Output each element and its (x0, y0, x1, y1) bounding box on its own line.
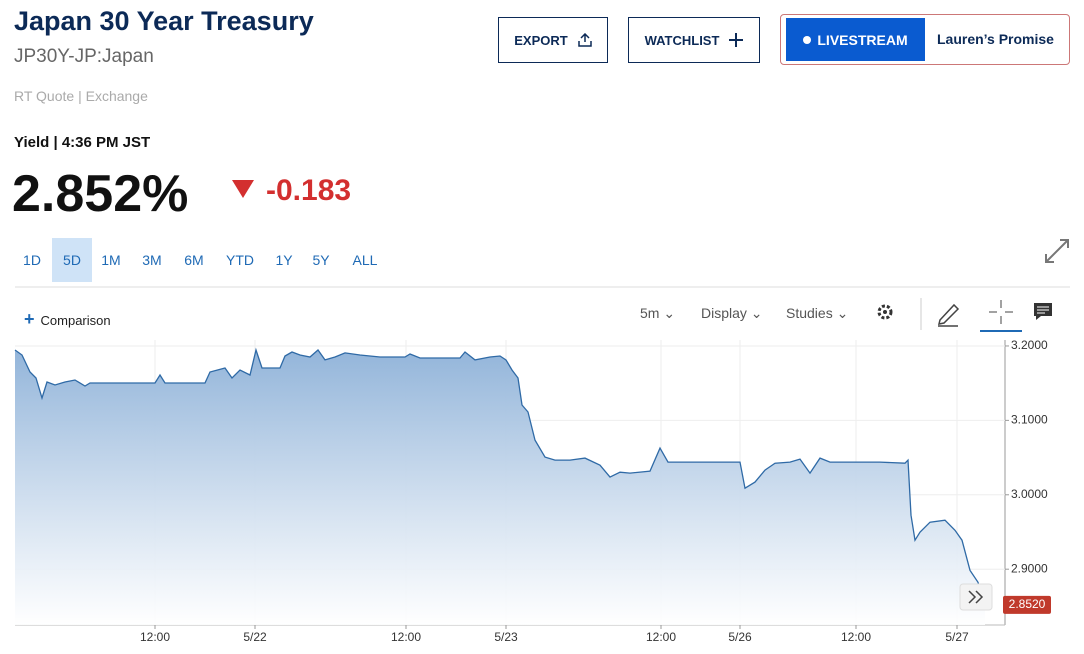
quote-label: Yield | 4:36 PM JST (14, 134, 151, 151)
down-arrow (232, 180, 254, 198)
range-button[interactable]: 3M (142, 252, 162, 268)
comparison-label: Comparison (40, 313, 111, 328)
livestream-box: LIVESTREAM Lauren’s Promise (780, 14, 1070, 65)
export-button[interactable]: EXPORT (498, 17, 608, 63)
price: 2.852% (12, 165, 189, 223)
range-button[interactable]: YTD (226, 252, 254, 268)
plus-icon (729, 33, 744, 47)
symbol: JP30Y-JP:Japan (14, 46, 154, 67)
display-label: Display (701, 305, 747, 321)
comment-icon[interactable] (1034, 303, 1052, 320)
x-tick-label: 5/26 (728, 630, 752, 644)
studies-label: Studies (786, 305, 833, 321)
x-tick-label: 12:00 (140, 630, 170, 644)
range-button[interactable]: 5D (52, 238, 92, 282)
interval-label: 5m (640, 305, 660, 321)
x-tick-label: 5/23 (494, 630, 518, 644)
studies-menu[interactable]: Studies ⌄ (786, 305, 849, 321)
area (15, 350, 985, 625)
livestream-button[interactable]: LIVESTREAM (786, 18, 925, 61)
promo-link[interactable]: Lauren’s Promise (937, 31, 1054, 47)
last-value-label: 2.8520 (1009, 597, 1046, 611)
y-tick-label: 2.9000 (1011, 561, 1048, 575)
quote-source: RT Quote | Exchange (14, 88, 148, 104)
watchlist-button[interactable]: WATCHLIST (628, 17, 760, 63)
x-tick-label: 5/22 (243, 630, 267, 644)
range-button[interactable]: 5Y (312, 252, 330, 268)
settings-icon[interactable] (877, 304, 893, 320)
watchlist-label: WATCHLIST (644, 32, 720, 48)
live-dot (803, 35, 812, 44)
last-value-tag (1003, 595, 1051, 614)
x-tick-label: 12:00 (391, 630, 421, 644)
crosshair-icon[interactable] (989, 300, 1013, 324)
range-button[interactable]: ALL (352, 252, 378, 268)
interval-menu[interactable]: 5m ⌄ (640, 305, 676, 321)
display-menu[interactable]: Display ⌄ (701, 305, 763, 321)
range-button[interactable]: 1M (101, 252, 121, 268)
expand-icon[interactable] (1045, 239, 1069, 263)
title: Japan 30 Year Treasury (14, 6, 314, 36)
y-tick-label: 3.1000 (1011, 413, 1048, 427)
comparison-button[interactable]: + Comparison (24, 309, 111, 329)
livestream-label: LIVESTREAM (817, 31, 908, 48)
x-tick-label: 12:00 (646, 630, 676, 644)
x-tick-label: 5/27 (945, 630, 969, 644)
line (14, 347, 986, 606)
range-button[interactable]: 6M (184, 252, 204, 268)
scroll-button[interactable] (959, 583, 993, 611)
export-icon (577, 33, 592, 47)
y-tick-label: 3.2000 (1011, 338, 1048, 352)
range-button[interactable]: 1D (23, 252, 41, 268)
range-button[interactable]: 1Y (275, 252, 293, 268)
export-label: EXPORT (514, 32, 568, 48)
y-tick-label: 3.0000 (1011, 487, 1048, 501)
draw-icon[interactable] (937, 303, 960, 327)
change: -0.183 (266, 174, 352, 207)
x-tick-label: 12:00 (841, 630, 871, 644)
